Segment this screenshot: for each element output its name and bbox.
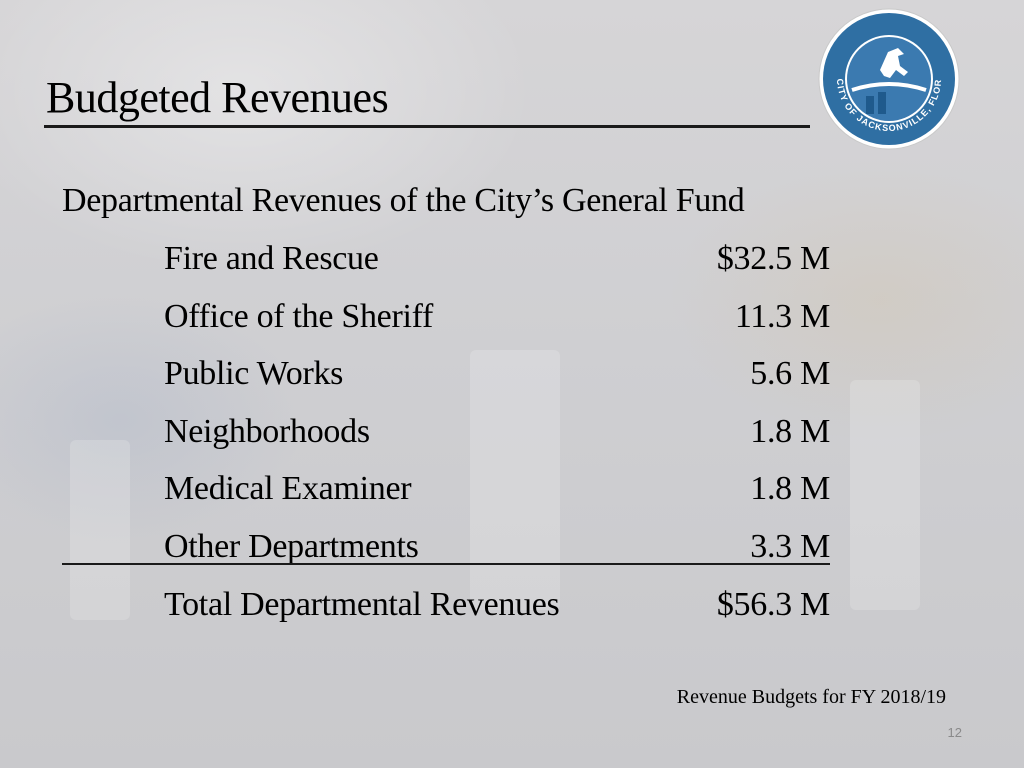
- title-underline: [44, 125, 810, 128]
- slide-title: Budgeted Revenues: [46, 73, 389, 122]
- row-value: 1.8 M: [750, 470, 830, 507]
- footnote: Revenue Budgets for FY 2018/19: [676, 686, 946, 708]
- row-value: 3.3 M: [750, 527, 830, 565]
- row-value: 11.3 M: [734, 297, 830, 335]
- row-label: Office of the Sheriff: [164, 297, 434, 335]
- row-label: Public Works: [164, 355, 344, 392]
- table-row: Medical Examiner 1.8 M: [164, 466, 830, 524]
- page-number: 12: [947, 725, 962, 740]
- table-row: Office of the Sheriff 11.3 M: [164, 294, 830, 352]
- table-row: Other Departments 3.3 M: [164, 524, 830, 582]
- total-divider: [62, 563, 830, 565]
- total-value: $56.3 M: [716, 586, 830, 623]
- row-label: Other Departments: [164, 527, 419, 565]
- revenue-table: Fire and Rescue $32.5 M Office of the Sh…: [164, 236, 830, 581]
- total-row: Total Departmental Revenues $56.3 M: [164, 582, 830, 628]
- row-label: Medical Examiner: [164, 470, 412, 507]
- table-row: Neighborhoods 1.8 M: [164, 409, 830, 467]
- table-row: Public Works 5.6 M: [164, 351, 830, 409]
- row-value: 1.8 M: [750, 412, 830, 450]
- city-seal-icon: CITY OF JACKSONVILLE, FLORIDA: [818, 8, 960, 150]
- row-value: 5.6 M: [750, 355, 830, 392]
- row-label: Fire and Rescue: [164, 240, 379, 277]
- section-subtitle: Departmental Revenues of the City’s Gene…: [62, 182, 745, 219]
- row-label: Neighborhoods: [164, 412, 370, 450]
- row-value: $32.5 M: [716, 240, 830, 277]
- table-row: Fire and Rescue $32.5 M: [164, 236, 830, 294]
- total-label: Total Departmental Revenues: [164, 586, 560, 623]
